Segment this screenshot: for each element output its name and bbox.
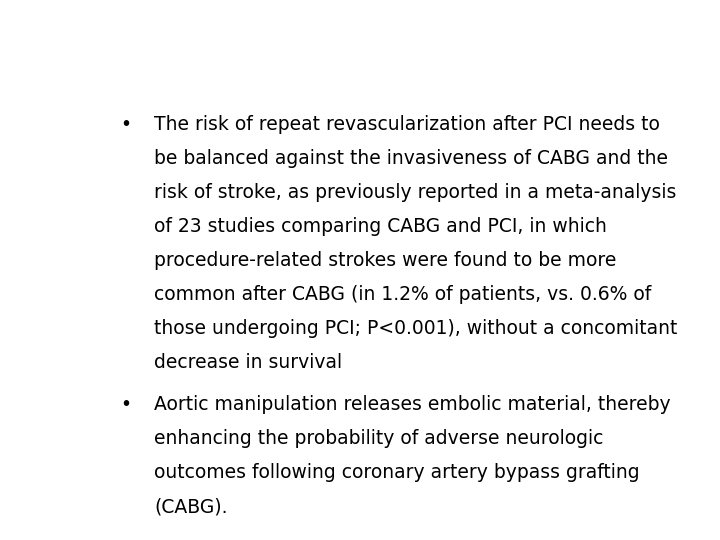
Text: risk of stroke, as previously reported in a meta-analysis: risk of stroke, as previously reported i… bbox=[154, 183, 677, 202]
Text: Aortic manipulation releases embolic material, thereby: Aortic manipulation releases embolic mat… bbox=[154, 395, 671, 414]
Text: enhancing the probability of adverse neurologic: enhancing the probability of adverse neu… bbox=[154, 429, 603, 448]
Text: common after CABG (in 1.2% of patients, vs. 0.6% of: common after CABG (in 1.2% of patients, … bbox=[154, 285, 652, 304]
Text: of 23 studies comparing CABG and PCI, in which: of 23 studies comparing CABG and PCI, in… bbox=[154, 217, 607, 236]
Text: •: • bbox=[121, 114, 132, 134]
Text: (CABG).: (CABG). bbox=[154, 497, 228, 516]
Text: be balanced against the invasiveness of CABG and the: be balanced against the invasiveness of … bbox=[154, 149, 668, 168]
Text: The risk of repeat revascularization after PCI needs to: The risk of repeat revascularization aft… bbox=[154, 114, 660, 134]
Text: those undergoing PCI; P<0.001), without a concomitant: those undergoing PCI; P<0.001), without … bbox=[154, 319, 678, 338]
Text: •: • bbox=[121, 395, 132, 414]
Text: procedure-related strokes were found to be more: procedure-related strokes were found to … bbox=[154, 251, 616, 270]
Text: outcomes following coronary artery bypass grafting: outcomes following coronary artery bypas… bbox=[154, 463, 640, 482]
Text: decrease in survival: decrease in survival bbox=[154, 353, 342, 373]
